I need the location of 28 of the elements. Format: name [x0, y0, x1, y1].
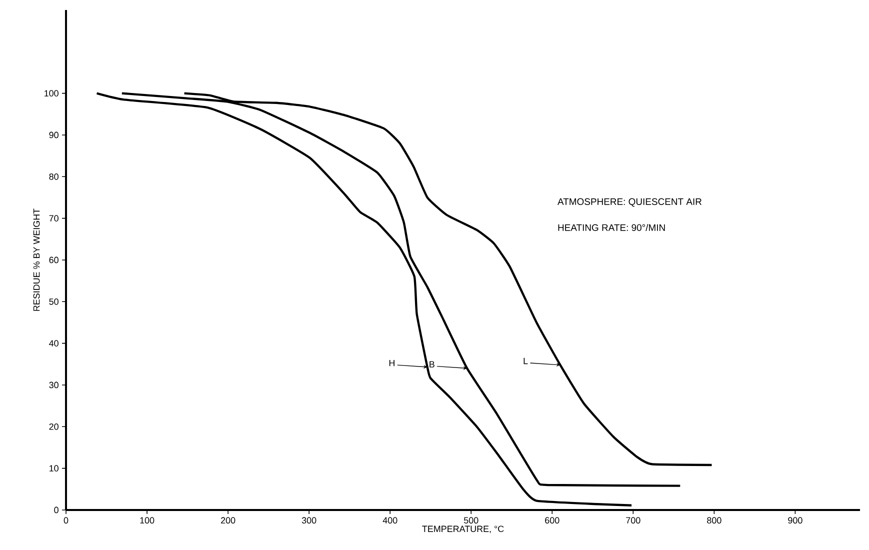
- y-tick-label: 30: [49, 382, 58, 388]
- annotation: HEATING RATE: 90°/MIN: [558, 224, 665, 231]
- annotation: ATMOSPHERE: QUIESCENT AIR: [558, 198, 702, 207]
- x-tick-label: 0: [64, 517, 68, 524]
- x-tick-label: 700: [626, 517, 640, 524]
- y-tick-label: 20: [49, 423, 58, 430]
- y-tick-label: 90: [49, 132, 58, 138]
- y-axis-title: RESIDUE % BY WEIGHT: [33, 208, 40, 311]
- legend-label: B: [430, 361, 434, 368]
- x-tick-label: 100: [140, 517, 154, 524]
- y-tick-label: 40: [49, 340, 58, 346]
- y-tick-label: 0: [54, 506, 58, 514]
- x-tick-label: 200: [221, 517, 236, 524]
- x-tick-label: 800: [707, 517, 722, 524]
- x-tick-label: 400: [382, 517, 398, 524]
- x-tick-label: 500: [464, 517, 478, 524]
- y-tick-label: 70: [49, 215, 58, 222]
- x-axis-title: TEMPERATURE, °C: [422, 526, 504, 534]
- y-tick-label: 10: [50, 465, 58, 472]
- y-tick-label: 80: [49, 173, 58, 180]
- x-tick-label: 900: [788, 517, 802, 524]
- y-tick-label: 100: [44, 90, 58, 96]
- x-tick-label: 300: [302, 517, 316, 524]
- y-tick-label: 50: [49, 298, 58, 305]
- y-tick-label: 60: [49, 256, 58, 264]
- legend-label: L: [524, 358, 528, 364]
- legend-label: H: [389, 360, 394, 366]
- x-tick-label: 600: [545, 517, 560, 524]
